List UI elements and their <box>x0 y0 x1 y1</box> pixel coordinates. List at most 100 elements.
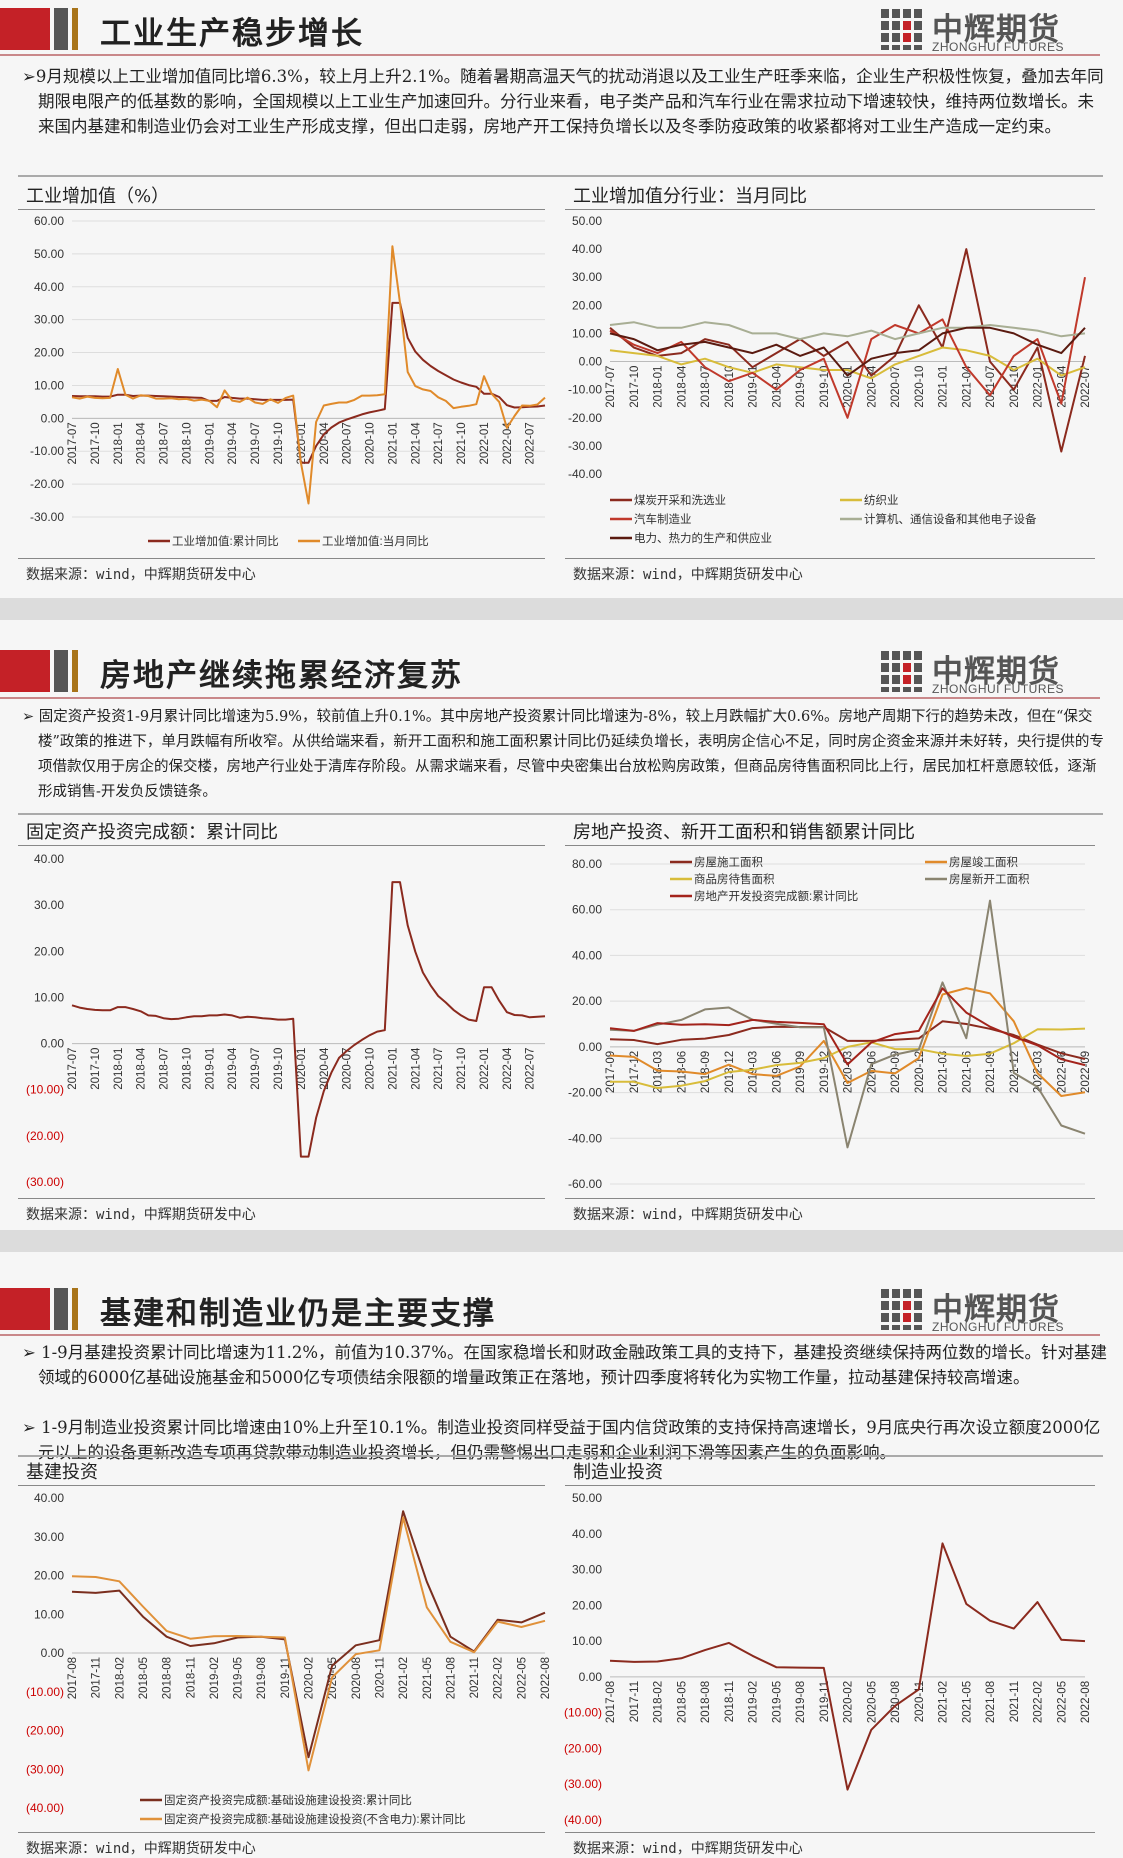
x-tick-label: 2020-11 <box>374 1657 386 1698</box>
x-tick-label: 2018-04 <box>136 422 148 465</box>
y-tick-label: 40.00 <box>572 242 602 256</box>
x-tick-label: 2017-11 <box>629 1681 641 1722</box>
x-tick-label: 2019-07 <box>795 366 807 408</box>
legend-label: 工业增加值:累计同比 <box>172 534 279 548</box>
x-tick-label: 2022-02 <box>493 1657 505 1699</box>
y-tick-label: -40.00 <box>568 1131 602 1145</box>
series-line-1 <box>609 1542 1086 1791</box>
x-tick-label: 2019-05 <box>233 1657 245 1699</box>
chart-title: 工业增加值分行业：当月同比 <box>573 186 807 207</box>
x-tick-label: 2020-11 <box>914 1681 926 1722</box>
x-tick-label: 2019-07 <box>250 422 262 464</box>
series-line-2 <box>609 346 1086 380</box>
data-source: 数据来源：wind，中辉期货研发中心 <box>573 1207 803 1223</box>
x-tick-label: 2019-11 <box>819 1681 831 1722</box>
section-title: 基建和制造业仍是主要支撑 <box>100 1296 496 1332</box>
chart-title-underline <box>18 209 545 210</box>
y-tick-label: -30.00 <box>568 439 602 453</box>
x-tick-label: 2017-10 <box>629 366 641 408</box>
zhonghui-logo: 中辉期货 ZHONGHUI FUTURES <box>880 1288 1070 1336</box>
header-gold-bar <box>72 650 78 692</box>
y-tick-label: 20.00 <box>572 298 602 312</box>
x-tick-label: 2020-01 <box>296 1048 308 1090</box>
series-line-3 <box>609 277 1086 419</box>
logo-text-cn: 中辉期货 <box>932 12 1060 48</box>
chart-footer-line <box>18 1832 545 1833</box>
x-tick-label: 2020-01 <box>843 366 855 408</box>
x-tick-label: 2017-12 <box>629 1051 641 1093</box>
series-line-1 <box>609 248 1086 453</box>
y-tick-label: (40.00) <box>564 1813 602 1827</box>
series-line-3 <box>610 1027 1086 1089</box>
y-tick-label: 40.00 <box>572 948 602 962</box>
y-tick-label: -40.00 <box>568 467 602 481</box>
section-divider <box>0 1230 1123 1252</box>
x-tick-label: 2019-10 <box>273 422 285 464</box>
y-tick-label: (30.00) <box>26 1762 64 1776</box>
x-tick-label: 2022-04 <box>502 1047 514 1090</box>
x-tick-label: 2020-05 <box>866 1681 878 1723</box>
x-tick-label: 2019-02 <box>209 1657 221 1699</box>
logo-text-en: ZHONGHUI FUTURES <box>932 1320 1064 1334</box>
x-tick-label: 2020-07 <box>342 422 354 464</box>
legend-label: 房屋新开工面积 <box>949 872 1030 886</box>
series-line-4 <box>609 321 1086 341</box>
x-tick-label: 2022-03 <box>1033 1051 1045 1093</box>
y-tick-label: 30.00 <box>34 1530 64 1544</box>
x-tick-label: 2020-08 <box>351 1657 363 1699</box>
data-source: 数据来源：wind，中辉期货研发中心 <box>573 567 803 583</box>
header-gray-bar <box>54 650 68 692</box>
legend-label: 计算机、通信设备和其他电子设备 <box>864 512 1037 526</box>
y-tick-label: (10.00) <box>26 1083 64 1097</box>
series-line-2 <box>609 987 1086 1097</box>
x-tick-label: 2018-06 <box>676 1051 688 1093</box>
x-tick-label: 2017-07 <box>605 366 617 408</box>
series-line-5 <box>609 987 1086 1067</box>
x-tick-label: 2017-09 <box>605 1051 617 1093</box>
x-tick-label: 2022-08 <box>1080 1681 1092 1723</box>
series-line-2 <box>71 245 546 505</box>
series-line-1 <box>609 1020 1086 1060</box>
x-tick-label: 2018-04 <box>676 365 688 408</box>
x-tick-label: 2017-07 <box>67 1048 79 1090</box>
chart-footer-line <box>18 1198 545 1199</box>
x-tick-label: 2018-07 <box>159 1048 171 1090</box>
x-tick-label: 2018-10 <box>181 422 193 464</box>
x-tick-label: 2021-10 <box>1009 366 1021 408</box>
x-tick-label: 2022-02 <box>1033 1681 1045 1723</box>
logo-grid-icon <box>881 9 922 50</box>
y-tick-label: 10.00 <box>34 378 64 392</box>
y-tick-label: 20.00 <box>34 944 64 958</box>
x-tick-label: 2018-07 <box>700 366 712 408</box>
chart-title: 工业增加值（%） <box>26 186 170 207</box>
logo-text-en: ZHONGHUI FUTURES <box>932 682 1064 696</box>
x-tick-label: 2020-07 <box>890 366 902 408</box>
x-tick-label: 2022-07 <box>1080 366 1092 408</box>
x-tick-label: 2022-01 <box>479 1048 491 1090</box>
chart-title: 房地产投资、新开工面积和销售额累计同比 <box>573 822 915 843</box>
summary-paragraph: ➢ 1-9月基建投资累计同比增速为11.2%，前值为10.37%。在国家稳增长和… <box>22 1343 1107 1387</box>
x-tick-label: 2021-04 <box>410 1047 422 1090</box>
x-tick-label: 2020-04 <box>866 365 878 408</box>
series-line-1 <box>71 881 546 1158</box>
x-tick-label: 2019-02 <box>748 1681 760 1723</box>
x-tick-label: 2021-02 <box>938 1681 950 1723</box>
y-tick-label: 50.00 <box>34 247 64 261</box>
x-tick-label: 2017-11 <box>91 1657 103 1698</box>
header-red-block <box>0 8 50 50</box>
y-tick-label: 0.00 <box>579 1040 603 1054</box>
x-tick-label: 2021-01 <box>938 366 950 408</box>
header-gold-bar <box>72 8 78 50</box>
header-divider <box>0 697 1100 699</box>
x-tick-label: 2018-01 <box>653 366 665 408</box>
y-tick-label: (40.00) <box>26 1801 64 1815</box>
y-tick-label: (10.00) <box>26 1685 64 1699</box>
x-tick-label: 2021-01 <box>387 422 399 464</box>
y-tick-label: -30.00 <box>30 510 64 524</box>
y-tick-label: 40.00 <box>572 1527 602 1541</box>
y-tick-label: 20.00 <box>34 346 64 360</box>
series-line-2 <box>71 1516 546 1772</box>
section-title: 房地产继续拖累经济复苏 <box>100 658 463 694</box>
chart-footer-line <box>565 1198 1095 1199</box>
y-tick-label: (20.00) <box>26 1129 64 1143</box>
